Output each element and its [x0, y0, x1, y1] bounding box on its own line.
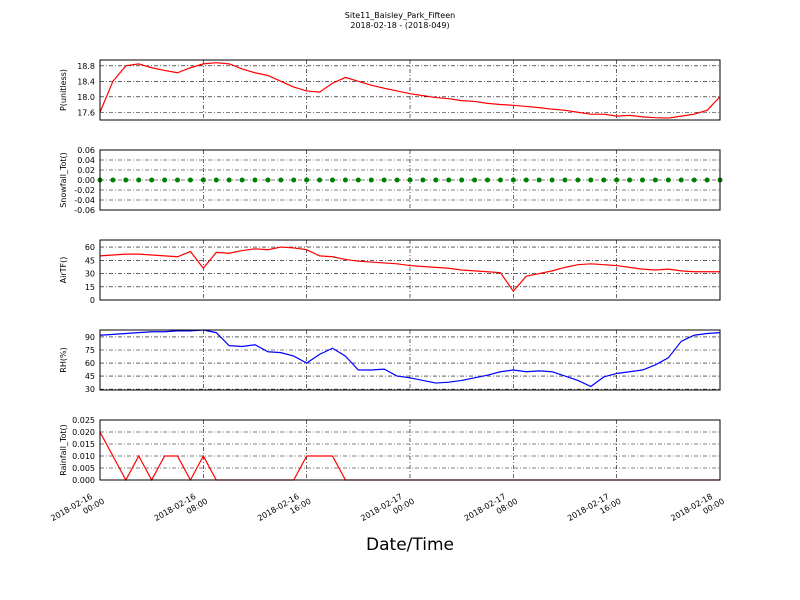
y-tick-label: 0.06	[77, 146, 95, 155]
data-line	[99, 246, 720, 293]
y-tick-label: 0.020	[72, 428, 95, 437]
y-axis-label: Snowfall_Tot()	[59, 152, 68, 208]
data-point	[136, 177, 142, 183]
y-tick-label: 75	[85, 346, 95, 355]
plot-frame	[99, 419, 721, 481]
y-axis-label: Rainfall_Tot()	[59, 424, 68, 476]
data-point	[368, 177, 374, 183]
y-tick-label: 18.0	[77, 93, 95, 102]
data-point	[549, 177, 555, 183]
y-tick-label: 0.015	[72, 440, 95, 449]
data-point	[291, 177, 297, 183]
y-tick-label: -0.04	[74, 196, 95, 205]
y-tick-label: 0.000	[72, 476, 95, 485]
y-tick-label: -0.02	[74, 186, 95, 195]
data-point	[162, 177, 168, 183]
data-point	[381, 177, 387, 183]
x-tick-label: 2018-02-1800:00	[669, 488, 726, 532]
data-point	[459, 177, 465, 183]
y-axis-label: RH(%)	[59, 347, 68, 372]
data-point	[433, 177, 439, 183]
data-point	[407, 177, 413, 183]
y-tick-label: 0.04	[77, 156, 95, 165]
x-tick-label: 2018-02-1716:00	[566, 488, 623, 532]
data-point	[562, 177, 568, 183]
data-point	[523, 177, 529, 183]
y-axis-label: AirTF()	[59, 257, 68, 284]
x-tick-label: 2018-02-1708:00	[463, 488, 520, 532]
y-tick-label: 17.6	[77, 108, 95, 117]
data-line	[99, 62, 721, 119]
data-point	[665, 177, 671, 183]
chart-title: Site11_Baisley_Park_Fifteen	[345, 11, 455, 20]
data-point	[678, 177, 684, 183]
x-tick-label: 2018-02-1700:00	[359, 488, 416, 532]
x-tick-label: 2018-02-1608:00	[153, 488, 210, 532]
x-axis-label: Date/Time	[366, 535, 454, 555]
y-tick-label: 90	[85, 333, 95, 342]
data-point	[252, 177, 258, 183]
data-point	[317, 177, 323, 183]
data-point	[149, 177, 155, 183]
plot-frame	[99, 329, 721, 391]
y-tick-label: 30	[85, 270, 95, 279]
data-point	[304, 177, 310, 183]
data-point	[536, 177, 542, 183]
data-point	[226, 177, 232, 183]
data-point	[472, 177, 478, 183]
data-point	[110, 177, 116, 183]
plot-frame	[99, 239, 721, 301]
data-point	[446, 177, 452, 183]
y-tick-label: 30	[85, 385, 95, 394]
chart-subtitle: 2018-02-18 - (2018-049)	[350, 21, 449, 30]
y-tick-label: 0.025	[72, 416, 95, 425]
plot-frame	[99, 59, 721, 121]
data-point	[239, 177, 245, 183]
data-point	[123, 177, 129, 183]
y-tick-label: -0.06	[74, 206, 95, 215]
y-tick-label: 0	[90, 296, 95, 305]
y-tick-label: 0.005	[72, 464, 95, 473]
data-point	[588, 177, 594, 183]
data-point	[485, 177, 490, 183]
y-tick-label: 0.00	[77, 176, 95, 185]
data-point	[497, 177, 503, 183]
y-tick-label: 0.010	[72, 452, 95, 461]
y-tick-label: 18.8	[77, 62, 95, 71]
y-axis-label: P(unitless)	[59, 69, 68, 111]
data-point	[187, 177, 193, 183]
data-point	[200, 177, 206, 183]
data-point	[213, 177, 219, 183]
y-tick-label: 60	[85, 359, 95, 368]
data-point	[601, 177, 607, 183]
plot-frame	[99, 149, 721, 211]
data-point	[420, 177, 426, 183]
data-point	[355, 177, 361, 183]
y-tick-label: 60	[85, 243, 95, 252]
x-tick-label: 2018-02-1600:00	[49, 488, 106, 532]
data-point	[614, 177, 620, 183]
y-tick-label: 45	[85, 372, 95, 381]
y-tick-label: 18.4	[77, 77, 95, 86]
data-point	[510, 177, 516, 183]
data-point	[278, 177, 284, 183]
data-point	[691, 177, 697, 183]
y-tick-label: 15	[85, 283, 95, 292]
y-tick-label: 0.02	[77, 166, 95, 175]
data-point	[342, 177, 348, 183]
data-point	[175, 177, 180, 183]
data-point	[330, 177, 335, 183]
data-point	[652, 177, 658, 183]
data-point	[627, 177, 633, 183]
data-point	[265, 177, 271, 183]
x-tick-label: 2018-02-1616:00	[256, 488, 313, 532]
y-tick-label: 45	[85, 256, 95, 265]
data-point	[394, 177, 400, 183]
data-point	[704, 177, 710, 183]
data-point	[575, 177, 581, 183]
data-point	[640, 177, 645, 183]
